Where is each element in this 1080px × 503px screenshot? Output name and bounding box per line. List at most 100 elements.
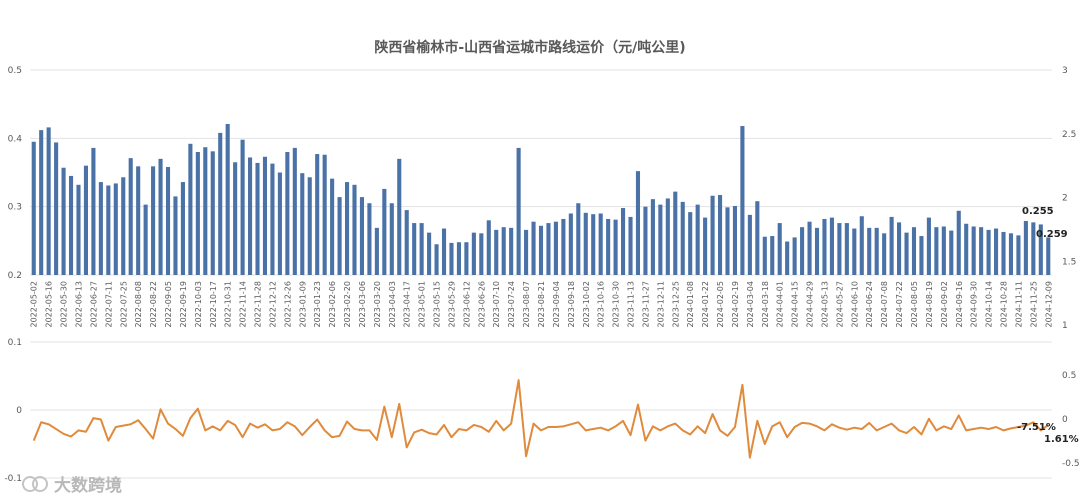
bar <box>277 172 282 275</box>
bar <box>583 212 588 275</box>
bar <box>680 201 685 275</box>
bar <box>486 220 491 275</box>
x-tick-label: 2023-04-03 <box>388 281 397 328</box>
bar <box>591 214 596 275</box>
x-tick-label: 2023-08-07 <box>522 281 531 328</box>
watermark-text: 大数跨境 <box>54 475 122 496</box>
x-tick-label: 2023-12-11 <box>656 281 665 328</box>
x-tick-label: 2022-05-30 <box>60 281 69 328</box>
bar <box>658 204 663 275</box>
x-tick-label: 2024-04-15 <box>791 281 800 328</box>
x-tick-label: 2023-11-13 <box>627 281 636 328</box>
x-tick-label: 2023-07-10 <box>492 281 501 328</box>
bar <box>785 241 790 275</box>
bar <box>1008 233 1014 275</box>
bar <box>91 147 96 275</box>
x-tick-label: 2024-01-08 <box>686 281 695 328</box>
bar <box>926 217 931 275</box>
bar <box>949 230 954 275</box>
x-tick-label: 2022-09-19 <box>179 281 188 328</box>
x-tick-label: 2022-08-22 <box>149 281 158 328</box>
bar <box>1001 231 1006 275</box>
x-tick-label: 2024-10-14 <box>985 281 994 328</box>
bar <box>31 141 36 275</box>
bar <box>710 195 715 275</box>
bar <box>404 210 409 275</box>
bar <box>434 244 439 275</box>
bar <box>814 227 820 275</box>
x-tick-label: 2023-01-09 <box>298 281 307 328</box>
x-tick-label: 2024-04-29 <box>806 281 815 328</box>
x-tick-label: 2024-04-01 <box>776 281 785 328</box>
bar <box>553 221 558 275</box>
bar <box>606 218 611 275</box>
x-tick-label: 2023-10-30 <box>612 281 621 328</box>
bar <box>665 198 670 275</box>
bar <box>121 177 126 275</box>
bar <box>986 229 991 275</box>
bar <box>956 210 961 275</box>
bar <box>233 162 238 275</box>
bar <box>621 208 626 275</box>
bar <box>747 214 752 275</box>
bar <box>635 171 641 275</box>
bar-annotation-last: 0.255 <box>1022 206 1054 217</box>
bar <box>307 177 312 275</box>
bar <box>292 147 297 275</box>
bar <box>46 127 51 276</box>
bar <box>994 228 999 275</box>
top-right-axis-tick: 1 <box>1062 321 1068 331</box>
bar <box>740 126 745 275</box>
x-tick-label: 2023-06-26 <box>477 281 486 328</box>
bar <box>374 227 379 275</box>
bar <box>762 236 767 275</box>
x-tick-label: 2023-05-29 <box>447 281 456 328</box>
x-tick-label: 2022-12-26 <box>283 281 292 328</box>
top-left-axis-tick: 0.2 <box>8 271 22 281</box>
x-tick-label: 2022-06-27 <box>89 281 98 328</box>
bar <box>427 232 432 275</box>
bar <box>1023 221 1028 275</box>
bottom-left-axis-tick: 0.1 <box>8 338 22 348</box>
bar <box>412 223 417 275</box>
bottom-right-axis-tick: -0.5 <box>1062 459 1080 469</box>
bar <box>979 227 984 275</box>
bar <box>61 167 66 275</box>
bottom-left-axis-tick: 0 <box>16 406 22 416</box>
bar <box>173 196 178 275</box>
bar <box>270 163 275 275</box>
bar-annotation-prev: 0.259 <box>1036 229 1068 240</box>
bar <box>1016 235 1021 275</box>
bar <box>531 221 536 275</box>
bar <box>941 226 946 275</box>
bar <box>203 147 208 275</box>
x-tick-label: 2023-10-02 <box>582 281 591 328</box>
bar <box>911 227 917 275</box>
x-tick-label: 2022-10-31 <box>224 281 233 328</box>
x-tick-label: 2022-07-11 <box>104 281 113 328</box>
bar <box>210 151 215 275</box>
x-tick-label: 2024-02-05 <box>716 281 725 328</box>
bar <box>471 232 476 275</box>
bar <box>807 221 812 275</box>
x-tick-label: 2022-10-03 <box>194 281 203 328</box>
bar <box>344 182 350 275</box>
axis-tick-labels: 0.5 0.4 0.3 0.2 3 2.5 2 1.5 1 0.1 0 -0.1 0.5 0 -0.5 <box>4 66 1079 484</box>
chart-title: 陕西省榆林市-山西省运城市路线运价（元/吨公里) <box>374 39 685 56</box>
bar <box>792 237 797 275</box>
x-tick-label: 2023-07-24 <box>507 281 516 328</box>
x-tick-label: 2022-12-12 <box>268 281 277 328</box>
bar <box>449 242 454 275</box>
x-tick-label: 2022-10-17 <box>209 281 218 328</box>
bar <box>441 228 447 275</box>
bar <box>1046 237 1051 275</box>
bar <box>874 227 879 275</box>
bar <box>83 165 88 275</box>
x-tick-label: 2023-06-12 <box>462 281 471 328</box>
x-tick-label: 2024-01-22 <box>701 281 710 328</box>
bar <box>382 188 387 275</box>
bar <box>717 195 723 275</box>
bar <box>650 199 655 275</box>
bar <box>867 227 872 275</box>
